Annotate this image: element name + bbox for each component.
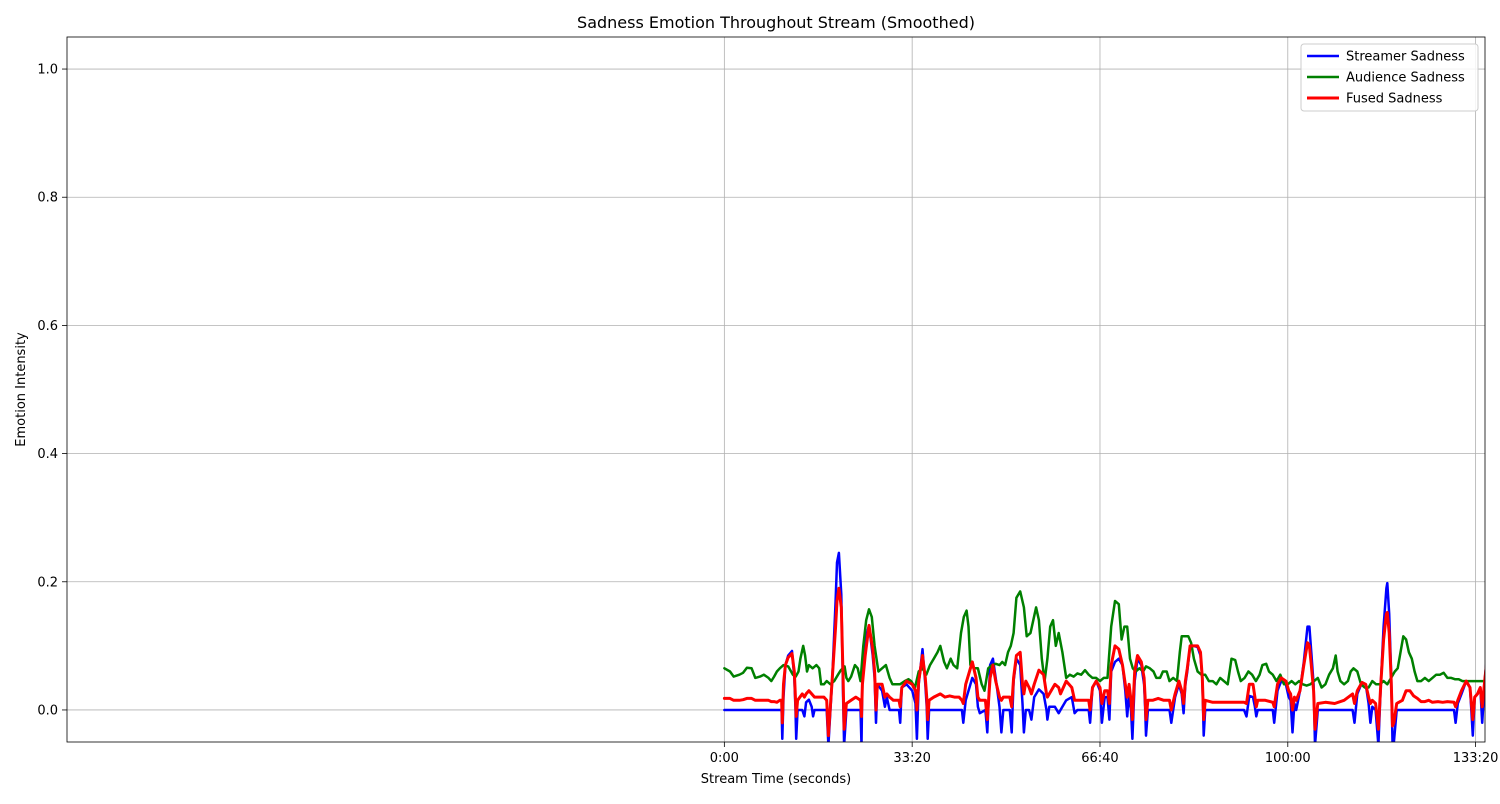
legend: Streamer Sadness Audience Sadness Fused Sa… [1300, 43, 1479, 112]
x-axis-label: Stream Time (seconds) [701, 772, 851, 787]
y-tick-label: 0.0 [37, 703, 58, 718]
x-tick-label: 66:40 [1081, 751, 1118, 766]
chart-title: Sadness Emotion Throughout Stream (Smoot… [577, 13, 975, 32]
y-tick-label: 0.4 [37, 447, 58, 462]
grid-lines [67, 37, 1485, 742]
x-tick-label: 133:20 [1453, 751, 1499, 766]
y-tick-label: 1.0 [37, 63, 58, 78]
series-lines [722, 551, 1485, 742]
x-axis-ticks: 0:00 33:20 66:40 100:00 133:20 [710, 742, 1499, 766]
legend-box [1300, 43, 1479, 112]
plot-frame [66, 36, 1486, 743]
y-axis-label: Emotion Intensity [14, 332, 29, 447]
x-tick-label: 0:00 [710, 751, 739, 766]
x-tick-label: 100:00 [1265, 751, 1311, 766]
y-tick-label: 0.8 [37, 191, 58, 206]
legend-label-fused-sadness: Fused Sadness [1346, 92, 1443, 107]
y-axis-ticks: 0.0 0.2 0.4 0.6 0.8 1.0 [37, 63, 67, 718]
x-tick-label: 33:20 [893, 751, 930, 766]
legend-label-audience-sadness: Audience Sadness [1346, 71, 1465, 86]
legend-label-streamer-sadness: Streamer Sadness [1346, 50, 1465, 65]
fused-sadness-line [722, 586, 1485, 738]
y-tick-label: 0.6 [37, 319, 58, 334]
audience-sadness-line [723, 590, 1485, 692]
y-tick-label: 0.2 [37, 575, 58, 590]
